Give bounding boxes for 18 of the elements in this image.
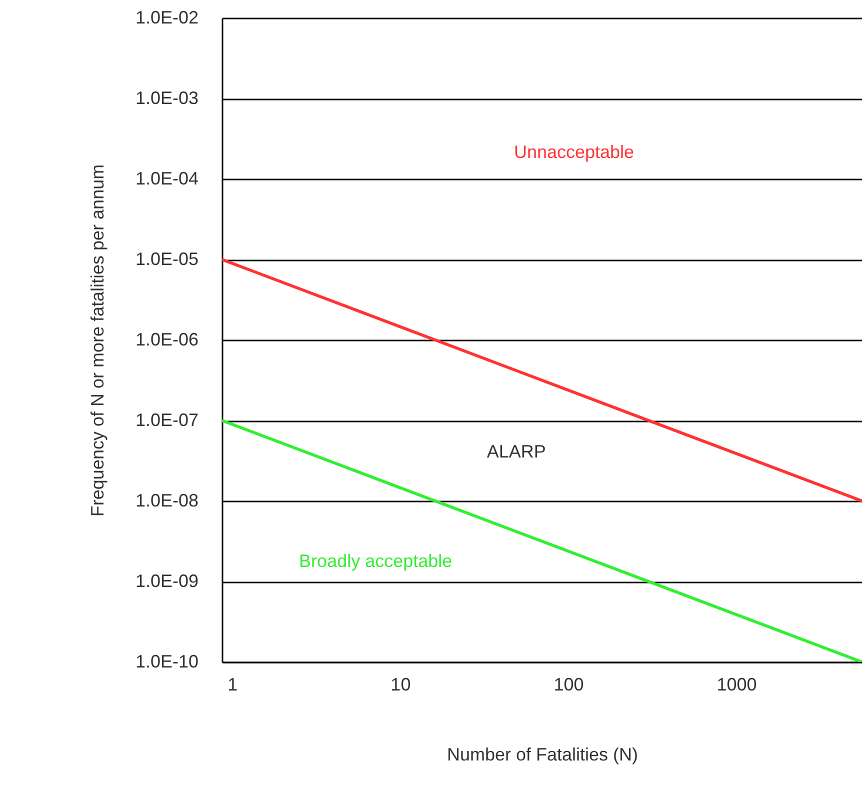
y-tick-label: 1.0E-07 — [135, 410, 198, 430]
y-tick-label: 1.0E-04 — [135, 168, 198, 188]
x-tick-label: 10 — [390, 674, 411, 694]
x-axis-title: Number of Fatalities (N) — [446, 744, 638, 764]
y-axis-title: Frequency of N or more fatalities per annum — [87, 164, 108, 517]
y-tick-label: 1.0E-05 — [135, 249, 198, 269]
y-tick-label: 1.0E-02 — [135, 8, 198, 28]
annotation: ALARP — [486, 442, 546, 462]
annotation: Broadly acceptable — [299, 551, 452, 572]
y-tick-label: 1.0E-09 — [135, 571, 198, 591]
y-tick-label: 1.0E-08 — [135, 490, 198, 510]
y-tick-label: 1.0E-10 — [135, 652, 198, 672]
y-tick-label: 1.0E-06 — [135, 330, 198, 350]
x-tick-label: 100 — [554, 674, 584, 694]
y-tick-label: 1.0E-03 — [135, 88, 198, 108]
annotation: Unnacceptable — [514, 142, 634, 162]
x-tick-label: 1000 — [716, 674, 757, 694]
x-tick-label: 1 — [228, 674, 238, 694]
